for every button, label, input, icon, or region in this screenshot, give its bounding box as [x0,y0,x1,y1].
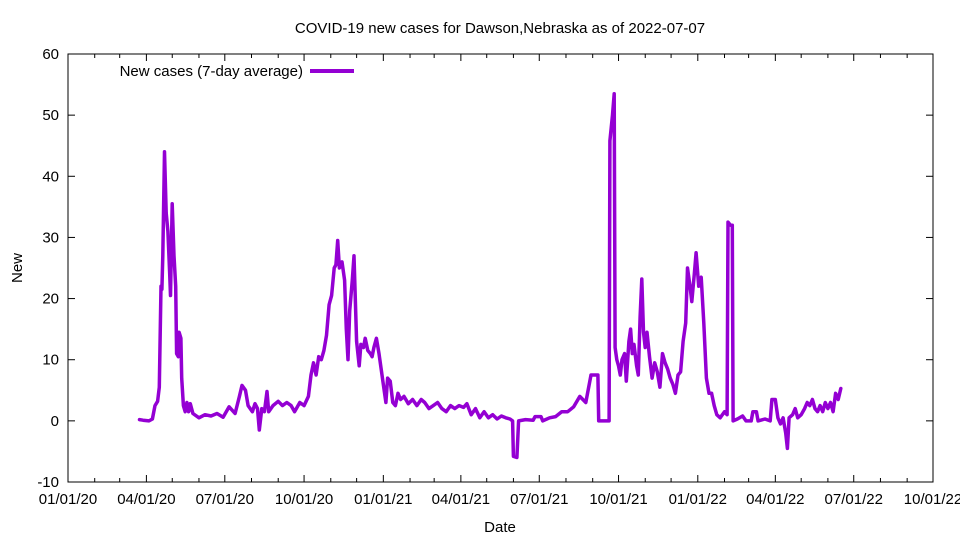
x-tick-label: 04/01/22 [746,491,804,508]
x-tick-label: 10/01/20 [275,491,333,508]
x-tick-label: 07/01/20 [196,491,254,508]
x-tick-label: 10/01/21 [589,491,647,508]
legend: New cases (7-day average) [120,63,354,80]
chart-title: COVID-19 new cases for Dawson,Nebraska a… [295,20,705,37]
series-line-new-cases [137,91,843,460]
axis-ticks: -10 0 10 20 30 40 50 60 01/01/20 04/01/20 07/01/20… [37,46,960,508]
y-tick-label: 20 [42,291,59,308]
series-group [137,91,843,460]
y-tick-label: -10 [37,474,59,491]
x-tick-label: 07/01/22 [825,491,883,508]
y-tick-label: 60 [42,46,59,63]
x-tick-label: 01/01/22 [669,491,727,508]
plot-frame [67,53,934,483]
x-axis-title: Date [484,519,516,536]
x-tick-label: 01/01/21 [354,491,412,508]
y-tick-label: 50 [42,107,59,124]
y-tick-label: 30 [42,229,59,246]
y-tick-label: 40 [42,168,59,185]
x-tick-label: 07/01/21 [510,491,568,508]
y-axis-title: New [9,253,26,283]
x-tick-label: 04/01/21 [432,491,490,508]
x-tick-label: 10/01/22 [904,491,960,508]
x-tick-label: 01/01/20 [39,491,97,508]
legend-label: New cases (7-day average) [120,63,303,80]
y-tick-label: 0 [51,413,59,430]
y-tick-label: 10 [42,352,59,369]
x-tick-label: 04/01/20 [117,491,175,508]
